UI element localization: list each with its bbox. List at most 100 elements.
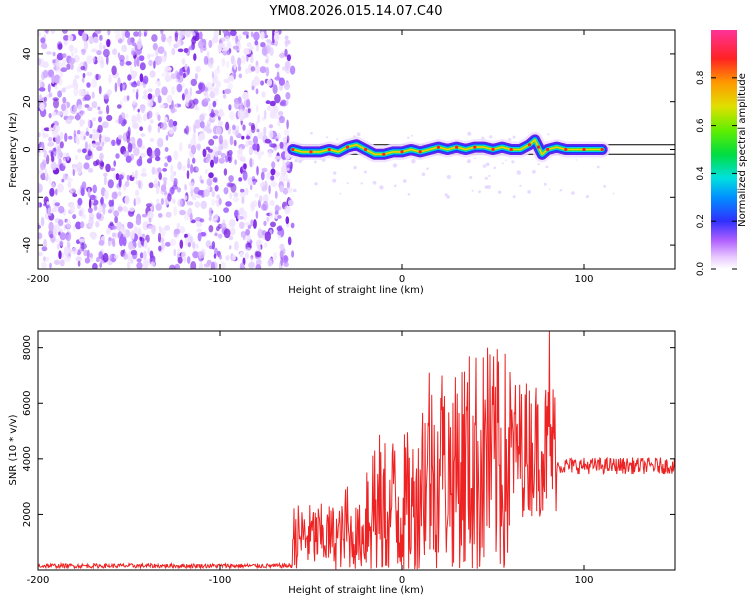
noise-blob <box>88 198 92 209</box>
noise-blob <box>133 57 137 68</box>
noise-blob <box>84 257 90 264</box>
noise-blob <box>212 35 219 44</box>
noise-blob <box>239 188 245 193</box>
noise-blob <box>155 156 161 162</box>
noise-blob <box>189 181 195 191</box>
noise-blob <box>125 61 132 66</box>
noise-blob <box>179 209 186 216</box>
noise-blob <box>194 119 201 129</box>
scatter-dot <box>516 170 521 175</box>
noise-blob <box>252 181 256 185</box>
noise-blob <box>131 230 135 240</box>
noise-blob <box>156 198 160 204</box>
noise-blob <box>122 84 125 90</box>
noise-blob <box>148 182 154 189</box>
noise-blob <box>107 30 111 36</box>
noise-blob <box>198 262 204 269</box>
noise-blob <box>169 238 177 246</box>
noise-blob <box>122 236 127 247</box>
noise-blob <box>81 214 87 219</box>
noise-blob <box>188 45 195 51</box>
noise-blob <box>80 66 86 71</box>
noise-blob <box>41 246 48 252</box>
noise-blob <box>181 58 186 65</box>
noise-blob <box>225 60 230 69</box>
noise-blob <box>151 150 156 159</box>
noise-blob <box>87 188 91 198</box>
noise-region <box>38 30 615 269</box>
noise-blob <box>91 48 98 53</box>
noise-blob <box>238 147 243 155</box>
noise-blob <box>269 200 275 206</box>
noise-blob <box>281 171 285 177</box>
y-tick-label: 0 <box>22 146 33 152</box>
noise-blob <box>60 67 68 73</box>
track-peak <box>382 152 386 156</box>
noise-blob <box>237 109 244 120</box>
noise-blob <box>118 236 124 247</box>
noise-blob <box>263 220 267 226</box>
noise-blob <box>229 192 233 200</box>
noise-blob <box>275 170 279 178</box>
noise-blob <box>151 166 156 175</box>
noise-blob <box>135 196 141 206</box>
x-tick-label: -200 <box>27 575 50 586</box>
noise-blob <box>125 54 129 62</box>
noise-blob <box>117 104 122 109</box>
noise-blob <box>247 108 251 114</box>
noise-blob <box>131 171 135 178</box>
noise-blob <box>119 82 123 92</box>
noise-blob <box>133 70 138 78</box>
noise-blob <box>134 226 138 234</box>
noise-blob <box>61 59 67 68</box>
noise-blob <box>267 105 272 112</box>
noise-blob <box>265 66 270 77</box>
noise-blob <box>229 74 235 82</box>
noise-blob <box>260 171 265 181</box>
noise-blob <box>111 232 117 238</box>
noise-blob <box>97 106 101 111</box>
snr-ylabel: SNR (10 * v/v) <box>8 414 19 485</box>
noise-blob <box>157 114 161 121</box>
noise-blob <box>136 57 140 67</box>
noise-blob <box>228 175 234 183</box>
noise-blob <box>255 121 258 132</box>
noise-blob <box>269 109 276 118</box>
noise-blob <box>190 144 197 155</box>
noise-blob <box>148 225 155 230</box>
noise-blob <box>274 94 281 104</box>
noise-blob <box>279 115 285 124</box>
noise-blob <box>128 241 134 250</box>
noise-blob <box>62 158 67 167</box>
noise-blob <box>128 250 131 261</box>
noise-blob <box>174 32 178 42</box>
noise-blob <box>164 147 169 152</box>
noise-blob <box>81 49 86 56</box>
noise-blob <box>225 155 229 163</box>
noise-blob <box>55 61 63 70</box>
scatter-dot <box>571 191 575 195</box>
noise-blob <box>157 232 162 243</box>
noise-blob <box>126 95 130 101</box>
noise-blob <box>45 30 49 34</box>
noise-blob <box>171 99 174 109</box>
scatter-dot <box>501 162 504 165</box>
noise-blob <box>43 149 48 159</box>
noise-blob <box>211 71 215 79</box>
noise-blob <box>131 143 136 149</box>
noise-blob <box>286 54 291 62</box>
noise-blob <box>41 261 47 269</box>
noise-blob <box>255 46 259 52</box>
noise-blob <box>155 48 159 57</box>
noise-blob <box>92 262 98 269</box>
x-tick-label: 100 <box>574 575 593 586</box>
noise-blob <box>208 216 212 221</box>
snr-frame <box>37 330 676 571</box>
track-peak <box>509 147 513 152</box>
scatter-dot <box>493 166 497 170</box>
noise-blob <box>127 74 132 81</box>
noise-blob <box>226 150 230 157</box>
noise-blob <box>223 168 228 176</box>
track-peak <box>364 147 368 152</box>
noise-blob <box>182 72 186 79</box>
